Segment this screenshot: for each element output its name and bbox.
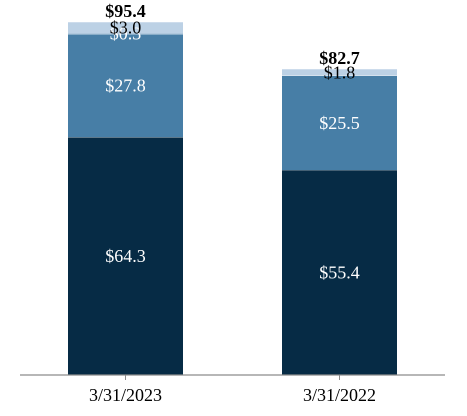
segment-value-label: $64.3 <box>105 246 146 266</box>
segment-value-label: $0.3 <box>110 24 142 44</box>
bar-segment-2-1 <box>282 170 397 375</box>
bar-segment-1-3 <box>68 33 183 35</box>
segment-value-label: $55.4 <box>319 263 360 283</box>
total-value-label: $82.7 <box>319 48 360 68</box>
x-tick-label: 3/31/2022 <box>303 385 376 405</box>
bars-group <box>68 21 397 375</box>
x-tick-label: 3/31/2023 <box>89 385 162 405</box>
bar-segment-1-2 <box>68 34 183 138</box>
bar-segment-1-1 <box>68 137 183 375</box>
segment-value-label: $25.5 <box>319 113 360 133</box>
segment-value-label: $27.8 <box>105 76 146 96</box>
segment-value-label: $1.8 <box>324 62 356 82</box>
segment-value-label: $3.0 <box>110 18 142 38</box>
labels-group: $64.3 $27.8 $0.3$3.0$95.4 $55.4 $25.5 $1.8$82… <box>105 1 360 283</box>
bar-segment-1-4 <box>68 22 183 34</box>
ticks-group: 3/31/2023 3/31/2022 <box>89 375 376 405</box>
bar-segment-2-2 <box>282 75 397 171</box>
bar-segment-2-4 <box>282 68 397 76</box>
total-value-label: $95.4 <box>105 1 146 21</box>
